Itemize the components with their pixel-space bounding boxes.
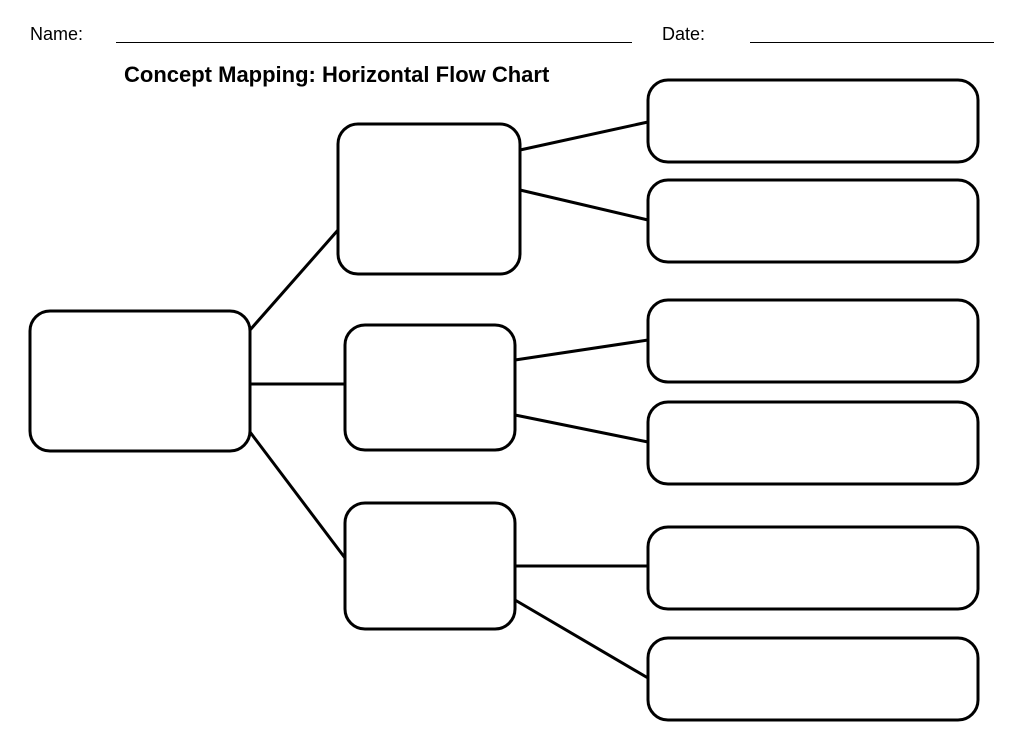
node-mid1[interactable]: [338, 124, 520, 274]
edge-mid2-leaf4: [515, 415, 648, 442]
node-leaf3[interactable]: [648, 300, 978, 382]
node-leaf2[interactable]: [648, 180, 978, 262]
edge-mid2-leaf3: [515, 340, 648, 360]
edge-mid1-leaf1: [520, 122, 648, 150]
edge-mid3-leaf6: [515, 600, 648, 678]
edge-mid1-leaf2: [520, 190, 648, 220]
node-mid2[interactable]: [345, 325, 515, 450]
node-mid3[interactable]: [345, 503, 515, 629]
node-leaf4[interactable]: [648, 402, 978, 484]
node-leaf1[interactable]: [648, 80, 978, 162]
node-leaf6[interactable]: [648, 638, 978, 720]
node-leaf5[interactable]: [648, 527, 978, 609]
flow-chart-diagram: [0, 0, 1024, 752]
node-root[interactable]: [30, 311, 250, 451]
edge-root-mid1: [250, 230, 338, 330]
edge-root-mid3: [250, 432, 345, 558]
